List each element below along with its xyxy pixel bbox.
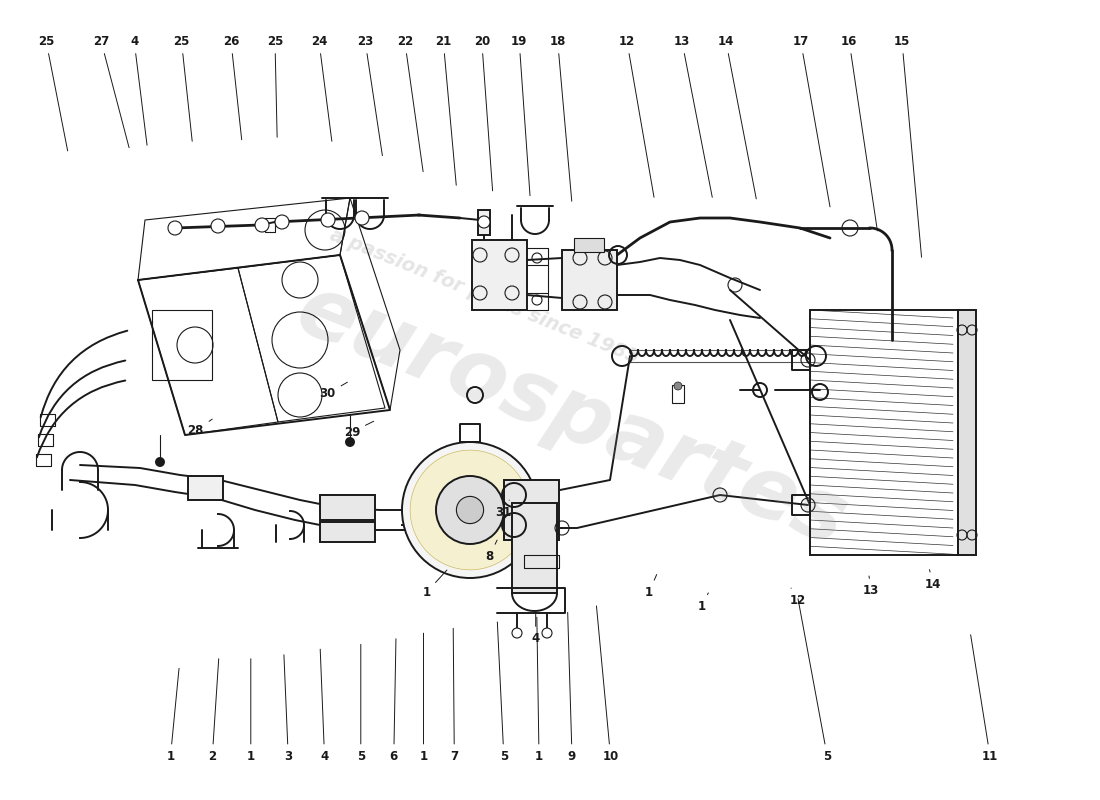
Text: 3: 3 [284,654,293,762]
Text: 26: 26 [223,35,242,140]
Text: 25: 25 [267,35,283,138]
Text: 14: 14 [925,570,940,590]
Circle shape [674,382,682,390]
Text: a passion for parts since 1985: a passion for parts since 1985 [327,225,641,367]
Text: 28: 28 [188,419,212,437]
Bar [320,495,375,520]
Text: 1: 1 [535,617,543,762]
Text: 12: 12 [619,35,654,198]
Text: 4: 4 [130,35,147,146]
Text: 27: 27 [94,35,129,148]
Bar [472,240,527,310]
Circle shape [321,213,336,227]
Text: 13: 13 [674,35,713,198]
Text: 31: 31 [496,500,512,518]
Circle shape [436,476,504,544]
Circle shape [275,215,289,229]
Text: 22: 22 [397,35,424,172]
Circle shape [456,496,484,524]
Text: 1: 1 [166,668,179,762]
Text: 6: 6 [389,638,398,762]
Text: eurospartes: eurospartes [285,268,859,564]
Text: 24: 24 [311,35,332,142]
Circle shape [211,219,226,233]
Text: 4: 4 [531,612,540,645]
Bar [152,310,212,380]
Text: 15: 15 [894,35,922,258]
Text: 5: 5 [798,598,832,762]
Text: 8: 8 [485,540,497,562]
Text: 5: 5 [497,622,508,762]
Text: 1: 1 [419,633,428,762]
Text: 12: 12 [790,588,805,606]
Bar [188,476,223,500]
Bar [672,385,684,403]
Bar [562,250,617,310]
Bar [478,210,490,235]
Text: 10: 10 [596,606,618,762]
Circle shape [402,442,538,578]
Text: 30: 30 [320,382,348,400]
Bar [810,310,958,555]
Text: 14: 14 [718,35,757,199]
Text: 19: 19 [512,35,530,196]
Text: 20: 20 [474,35,493,191]
Circle shape [346,438,354,446]
Text: 7: 7 [450,628,459,762]
Bar [512,503,557,593]
Bar [574,238,604,252]
Text: 13: 13 [864,576,879,597]
Text: 9: 9 [568,612,576,762]
Text: 1: 1 [246,658,255,762]
Text: 1: 1 [697,593,708,613]
Circle shape [168,221,182,235]
Text: 1: 1 [422,570,447,598]
Text: 11: 11 [970,634,998,762]
Text: 17: 17 [793,35,830,207]
Circle shape [512,628,522,638]
Circle shape [355,211,368,225]
Text: 21: 21 [436,35,456,186]
Circle shape [542,628,552,638]
Circle shape [255,218,270,232]
Text: 23: 23 [358,35,383,156]
Text: 4: 4 [320,649,329,762]
Circle shape [410,450,530,570]
Text: 29: 29 [344,422,374,438]
Text: 18: 18 [550,35,572,202]
Circle shape [156,458,164,466]
Bar [958,310,976,555]
Text: 16: 16 [842,35,878,231]
Text: 25: 25 [39,35,68,151]
Text: 1: 1 [645,574,657,598]
Text: 5: 5 [356,644,365,762]
Text: 25: 25 [174,35,192,142]
Bar [504,480,559,540]
Bar [320,522,375,542]
Circle shape [478,216,490,228]
Text: 2: 2 [208,658,219,762]
